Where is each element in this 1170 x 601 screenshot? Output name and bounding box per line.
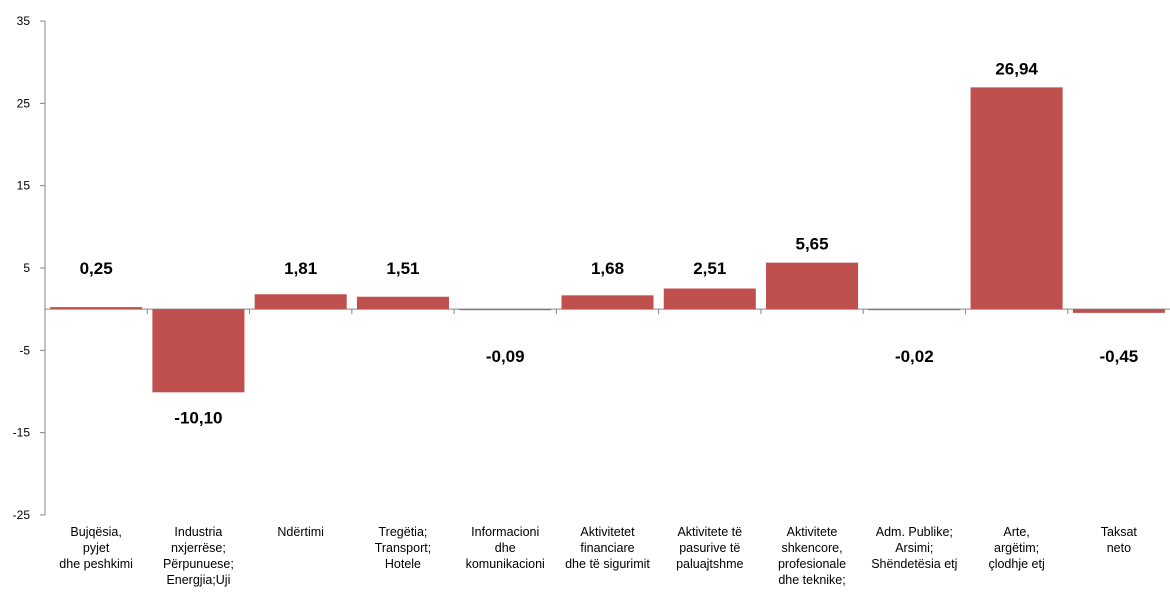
data-label: 5,65 (795, 235, 828, 254)
y-tick-label: 5 (23, 261, 30, 275)
bar (1072, 309, 1165, 313)
bar (254, 294, 347, 310)
bar (561, 295, 654, 310)
category-label: Informacioni dhe komunikacioni (466, 525, 545, 571)
data-label: -0,02 (895, 347, 934, 366)
category-label: Aktivitete të pasurive të paluajtshme (676, 525, 743, 571)
data-label: 26,94 (995, 59, 1038, 78)
category-label: Aktivitete shkencore, profesionale dhe tekn… (778, 525, 846, 587)
bar (766, 262, 859, 310)
y-tick-label: -5 (19, 343, 30, 357)
y-tick-label: 25 (17, 96, 31, 110)
category-label: Ndërtimi (277, 525, 324, 539)
data-label: 2,51 (693, 259, 726, 278)
data-label: 1,81 (284, 259, 317, 278)
y-tick-label: 35 (17, 14, 31, 28)
data-label: -0,45 (1099, 347, 1138, 366)
data-label: 1,68 (591, 259, 624, 278)
data-label: 0,25 (80, 259, 113, 278)
y-tick-label: 15 (17, 179, 31, 193)
category-label: Taksat neto (1101, 525, 1138, 555)
bar (50, 307, 143, 310)
bar (152, 309, 245, 393)
bar (970, 87, 1063, 310)
data-label: -0,09 (486, 347, 525, 366)
category-label: Adm. Publike; Arsimi; Shëndetësia etj (871, 525, 957, 571)
y-tick-label: -25 (13, 508, 31, 522)
data-label: 1,51 (386, 259, 419, 278)
category-label: Arte, argëtim; çlodhje etj (988, 525, 1044, 571)
y-tick-label: -15 (13, 426, 31, 440)
bar (356, 296, 449, 310)
bar (663, 288, 756, 310)
bar (459, 309, 552, 311)
category-label: Tregëtia; Transport; Hotele (375, 525, 432, 571)
bar (868, 309, 961, 311)
category-label: Aktivitetet financiare dhe të sigurimit (565, 525, 650, 571)
category-label: Bujqësia, pyjet dhe peshkimi (59, 525, 133, 571)
data-label: -10,10 (174, 408, 222, 427)
category-label: Industria nxjerrëse; Përpunuese; Energjia;U… (163, 525, 234, 587)
